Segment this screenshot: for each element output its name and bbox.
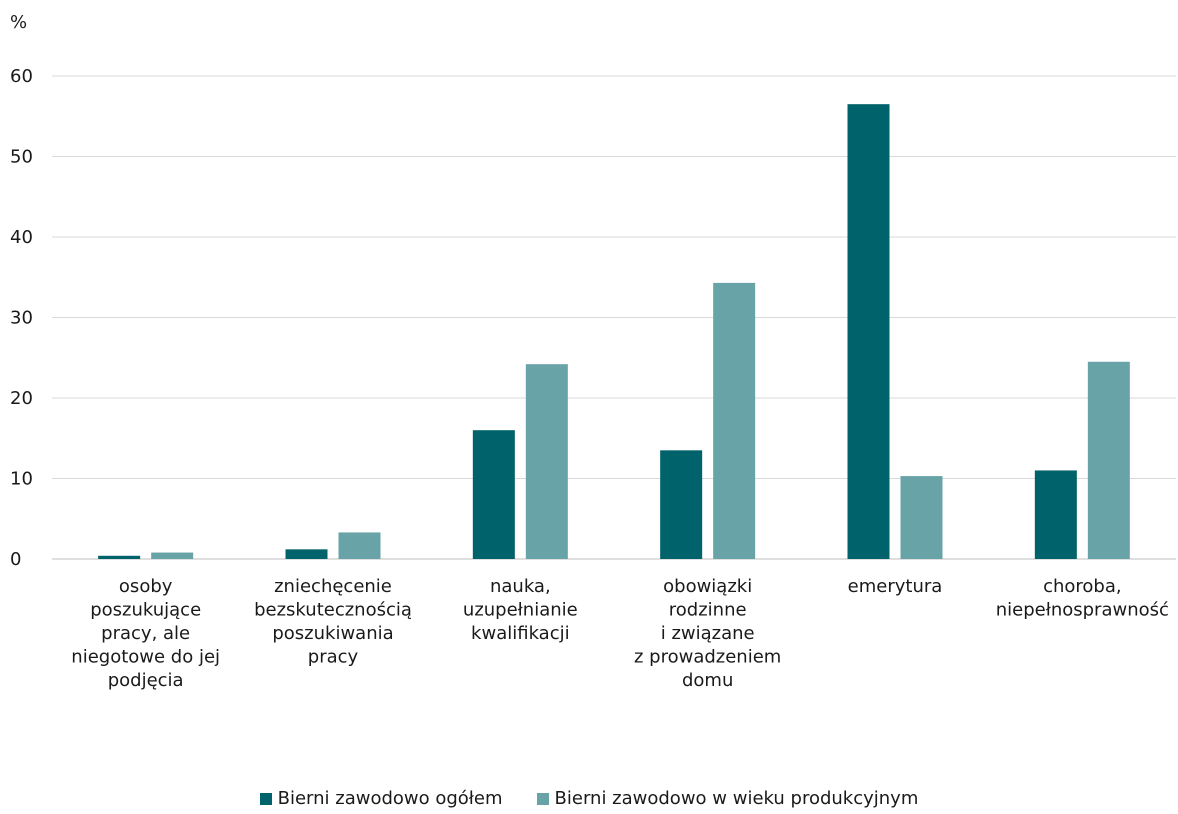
legend-label-series-2: Bierni zawodowo w wieku produkcyjnym — [554, 788, 919, 809]
y-tick-label: 40 — [10, 227, 33, 248]
legend-item-series-2: Bierni zawodowo w wieku produkcyjnym — [536, 788, 919, 809]
y-axis-ticks: 0 10 20 30 40 50 60 — [10, 66, 33, 570]
x-category-label: nauka, uzupełnianie kwalifikacji — [463, 576, 578, 644]
bar-series-2 — [1087, 361, 1130, 559]
x-category-label-line: bezskutecznością — [254, 600, 412, 621]
gridlines — [52, 75, 1176, 560]
x-category-label-line: rodzinne — [669, 600, 747, 621]
bar-series-2 — [151, 552, 194, 559]
x-category-label-line: nauka, — [490, 576, 551, 597]
y-tick-label: 50 — [10, 147, 33, 168]
y-axis-unit-label: % — [10, 12, 27, 33]
legend-item-series-1: Bierni zawodowo ogółem — [259, 788, 503, 809]
bar-series-2 — [713, 282, 756, 559]
x-category-label-line: obowiązki — [663, 576, 752, 597]
bar-series-2 — [338, 532, 381, 559]
x-category-label-line: domu — [682, 670, 733, 691]
x-category-label-line: kwalifikacji — [471, 623, 570, 644]
legend-swatch-series-1 — [259, 792, 272, 805]
bar-series-1 — [660, 450, 703, 559]
bar-series-1 — [285, 549, 328, 559]
bar-series-1 — [472, 430, 515, 559]
legend: Bierni zawodowo ogółem Bierni zawodowo w… — [0, 788, 1178, 809]
x-category-label-line: poszukiwania — [272, 623, 393, 644]
x-category-label-line: osoby — [119, 576, 173, 597]
y-tick-label: 0 — [10, 549, 21, 570]
y-tick-label: 20 — [10, 388, 33, 409]
x-category-label: osoby poszukujące pracy, ale niegotowe do j… — [71, 576, 220, 691]
bars — [98, 104, 1130, 560]
x-category-label: emerytura — [848, 576, 943, 597]
x-category-label: choroba, niepełnosprawność — [996, 576, 1169, 621]
bar-series-1 — [1034, 470, 1077, 559]
bar-series-2 — [900, 476, 943, 559]
x-category-label-line: uzupełnianie — [463, 600, 578, 621]
x-category-label: obowiązki rodzinne i związane z prowadzenie… — [634, 576, 781, 691]
x-category-label-line: i związane — [661, 623, 755, 644]
bar-chart: % 0 10 20 30 40 50 60 osoby poszukujące pracy, a… — [10, 12, 1176, 691]
x-axis-category-labels: osoby poszukujące pracy, ale niegotowe do j… — [71, 576, 1169, 691]
legend-label-series-1: Bierni zawodowo ogółem — [277, 788, 503, 809]
bar-series-1 — [847, 104, 890, 560]
x-category-label-line: pracy, ale — [101, 623, 190, 644]
x-category-label-line: podjęcia — [108, 670, 184, 691]
legend-swatch-series-2 — [536, 792, 549, 805]
x-category-label-line: niegotowe do jej — [71, 647, 220, 668]
x-category-label-line: z prowadzeniem — [634, 647, 781, 668]
bar-series-2 — [525, 364, 568, 559]
x-category-label: zniechęcenie bezskutecznością poszukiwania… — [254, 576, 412, 668]
y-tick-label: 30 — [10, 308, 33, 329]
x-category-label-line: emerytura — [848, 576, 943, 597]
bar-series-1 — [98, 555, 141, 559]
x-category-label-line: pracy — [308, 647, 359, 668]
y-tick-label: 60 — [10, 66, 33, 87]
x-category-label-line: zniechęcenie — [274, 576, 392, 597]
x-category-label-line: choroba, — [1043, 576, 1122, 597]
x-category-label-line: niepełnosprawność — [996, 600, 1169, 621]
y-tick-label: 10 — [10, 469, 33, 490]
x-category-label-line: poszukujące — [90, 600, 201, 621]
